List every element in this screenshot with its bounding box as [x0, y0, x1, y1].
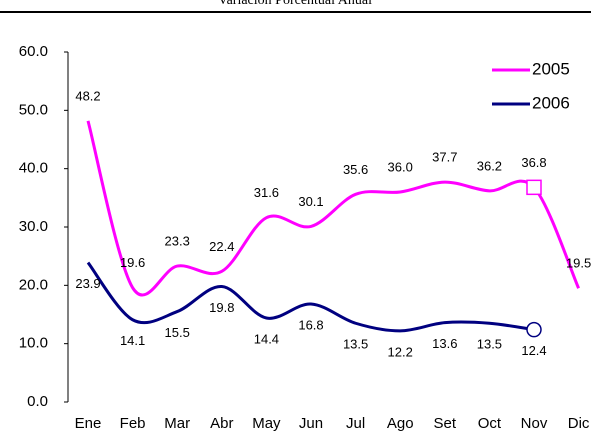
- value-label: 19.5: [566, 256, 591, 271]
- value-label: 12.2: [388, 344, 413, 359]
- value-label: 19.8: [209, 300, 234, 315]
- value-label: 22.4: [209, 239, 234, 254]
- x-tick-label: Ene: [75, 415, 102, 432]
- end-marker: [526, 321, 542, 338]
- value-label: 35.6: [343, 162, 368, 177]
- y-tick-label: 10.0: [19, 335, 48, 352]
- value-label: 23.9: [75, 276, 100, 291]
- value-label: 13.6: [432, 336, 457, 351]
- value-label: 36.0: [388, 159, 413, 174]
- value-label: 36.2: [477, 158, 502, 173]
- legend-label: 2005: [532, 59, 570, 78]
- value-label: 13.5: [343, 337, 368, 352]
- y-tick-label: 20.0: [19, 276, 48, 293]
- value-label: 19.6: [120, 255, 145, 270]
- x-tick-label: Dic: [568, 415, 590, 432]
- x-tick-label: Feb: [120, 415, 146, 432]
- value-label: 16.8: [298, 317, 323, 332]
- x-tick-label: May: [252, 415, 281, 432]
- y-tick-label: 40.0: [19, 160, 48, 177]
- x-tick-label: Oct: [478, 415, 502, 432]
- value-label: 13.5: [477, 337, 502, 352]
- value-label: 15.5: [165, 325, 190, 340]
- legend-label: 2006: [532, 93, 570, 112]
- series-line: [86, 261, 535, 333]
- x-tick-label: Ago: [387, 415, 414, 432]
- y-tick-label: 30.0: [19, 218, 48, 235]
- value-label: 14.4: [254, 331, 279, 346]
- end-marker: [526, 179, 542, 196]
- chart-title: Variación Porcentual Anual: [218, 0, 372, 8]
- value-label: 14.1: [120, 333, 145, 348]
- value-label: 36.8: [521, 155, 546, 170]
- x-tick-label: Abr: [210, 415, 233, 432]
- series-line: [86, 120, 580, 297]
- value-label: 48.2: [75, 88, 100, 103]
- y-tick-label: 60.0: [19, 43, 48, 60]
- x-tick-label: Mar: [164, 415, 190, 432]
- x-tick-label: Nov: [521, 415, 548, 432]
- value-label: 30.1: [298, 194, 323, 209]
- y-tick-label: 50.0: [19, 101, 48, 118]
- x-tick-label: Jul: [346, 415, 365, 432]
- y-tick-label: 0.0: [27, 393, 48, 410]
- x-tick-label: Set: [434, 415, 457, 432]
- value-label: 23.3: [165, 234, 190, 249]
- value-label: 37.7: [432, 150, 457, 165]
- value-label: 12.4: [521, 343, 546, 358]
- value-label: 31.6: [254, 185, 279, 200]
- x-tick-label: Jun: [299, 415, 323, 432]
